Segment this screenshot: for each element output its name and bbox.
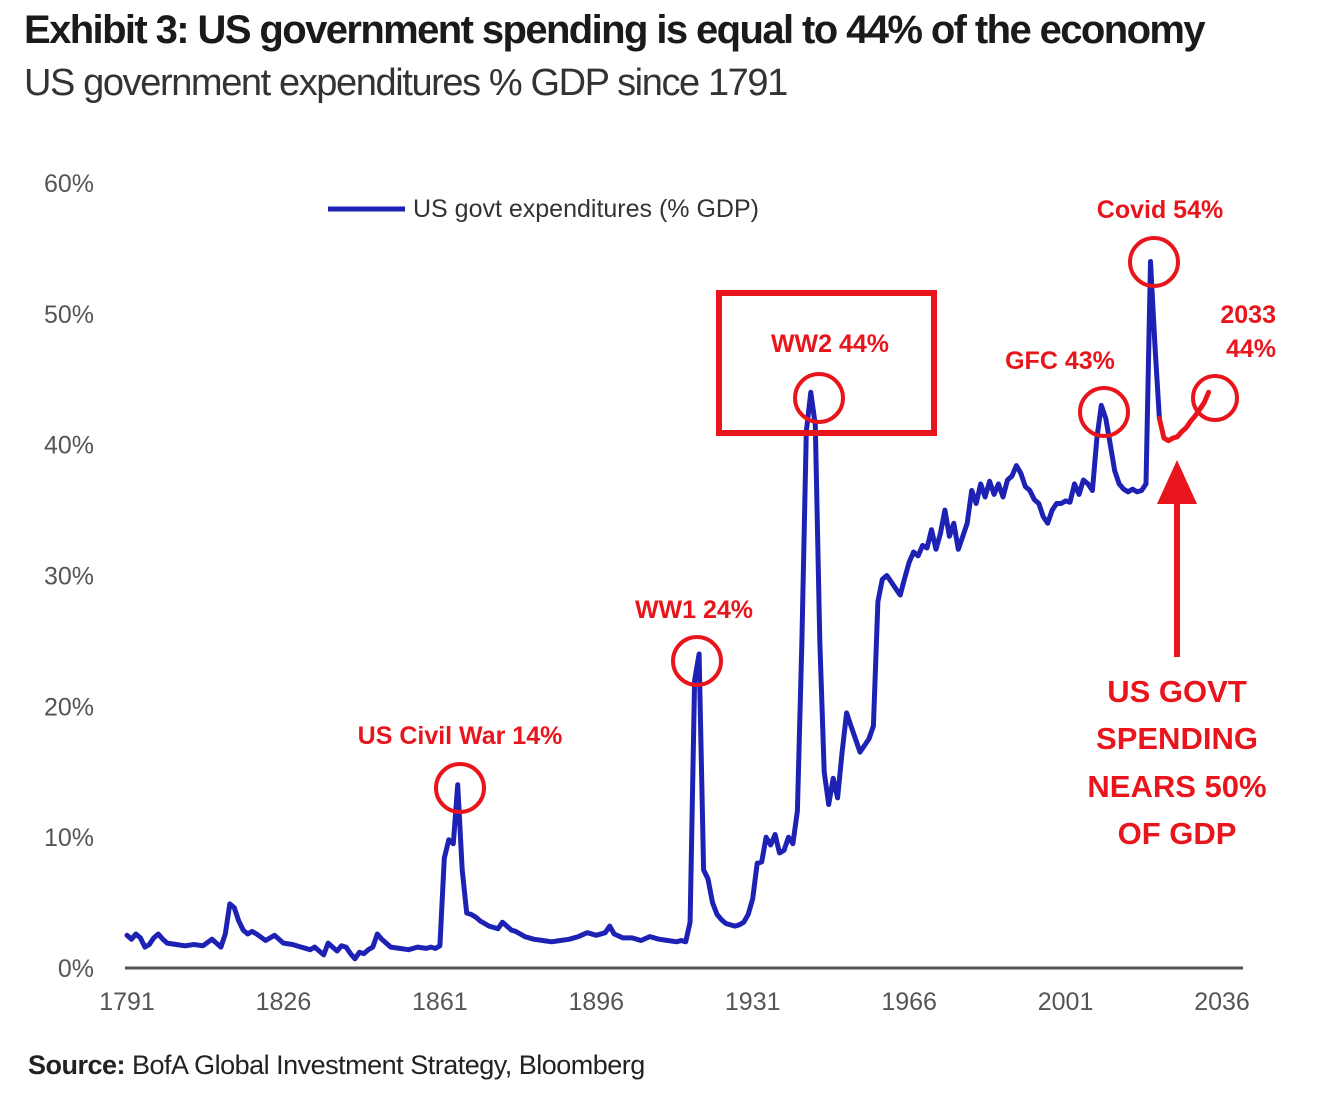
legend-label: US govt expenditures (% GDP) <box>413 195 759 223</box>
source-note: Source: BofA Global Investment Strategy,… <box>28 1050 645 1081</box>
annotation-box <box>716 290 937 436</box>
x-tick-label: 1861 <box>412 988 468 1016</box>
y-tick-label: 30% <box>44 563 94 591</box>
annotation-civil-war: US Civil War 14% <box>358 722 563 814</box>
y-axis-ticks: 0% 10% 20% 30% 40% 50% 60% <box>44 170 94 983</box>
annotation-circle <box>1191 374 1239 422</box>
annotation-label: GFC 43% <box>1005 347 1115 375</box>
annotation-label: Covid 54% <box>1097 196 1223 224</box>
annotation-circle <box>434 762 486 814</box>
annotation-circle <box>671 635 723 687</box>
x-tick-label: 1931 <box>725 988 781 1016</box>
source-text: BofA Global Investment Strategy, Bloombe… <box>125 1050 645 1080</box>
x-tick-label: 1826 <box>256 988 312 1016</box>
x-tick-label: 1966 <box>881 988 937 1016</box>
x-tick-label: 1791 <box>99 988 155 1016</box>
series-line-projection <box>1156 389 1212 444</box>
y-tick-label: 40% <box>44 432 94 460</box>
annotation-circle <box>1128 236 1180 288</box>
y-tick-label: 0% <box>58 955 94 983</box>
y-tick-label: 50% <box>44 301 94 329</box>
annotation-label-year: 2033 <box>1220 301 1276 329</box>
annotation-ww2: WW2 44% <box>716 290 937 436</box>
y-tick-label: 60% <box>44 170 94 198</box>
annotation-2033: 2033 44% <box>1191 301 1276 422</box>
callout-arrow <box>1157 460 1197 657</box>
annotation-ww1: WW1 24% <box>635 596 753 687</box>
annotation-label: WW2 44% <box>771 330 889 358</box>
callout-line: US GOVT <box>1107 674 1247 709</box>
annotation-gfc: GFC 43% <box>1005 347 1130 438</box>
x-axis-ticks: 1791 1826 1861 1896 1931 1966 2001 2036 <box>99 988 1250 1016</box>
chart-area: 0% 10% 20% 30% 40% 50% 60% 1791 1826 1861 1896 193… <box>44 170 1276 1016</box>
annotation-label-value: 44% <box>1226 335 1276 363</box>
annotation-circle <box>793 372 845 424</box>
callout-line: SPENDING <box>1096 721 1258 756</box>
annotation-label: WW1 24% <box>635 596 753 624</box>
annotation-covid: Covid 54% <box>1097 196 1223 288</box>
annotation-label: US Civil War 14% <box>358 722 563 750</box>
y-tick-label: 10% <box>44 824 94 852</box>
callout-text: US GOVT SPENDING NEARS 50% OF GDP <box>1087 674 1266 851</box>
legend: US govt expenditures (% GDP) <box>328 195 759 223</box>
x-tick-label: 2036 <box>1194 988 1250 1016</box>
annotation-circle <box>1078 386 1130 438</box>
callout-arrow-head <box>1157 460 1197 504</box>
source-label: Source: <box>28 1050 126 1080</box>
x-tick-label: 1896 <box>568 988 624 1016</box>
series-line-us-govt-expenditures <box>124 259 1162 962</box>
page-subtitle: US government expenditures % GDP since 1… <box>24 62 788 104</box>
x-tick-label: 2001 <box>1038 988 1094 1016</box>
page-title: Exhibit 3: US government spending is equ… <box>24 8 1206 52</box>
callout-line: OF GDP <box>1118 816 1237 851</box>
y-tick-label: 20% <box>44 693 94 721</box>
callout-line: NEARS 50% <box>1087 769 1266 804</box>
